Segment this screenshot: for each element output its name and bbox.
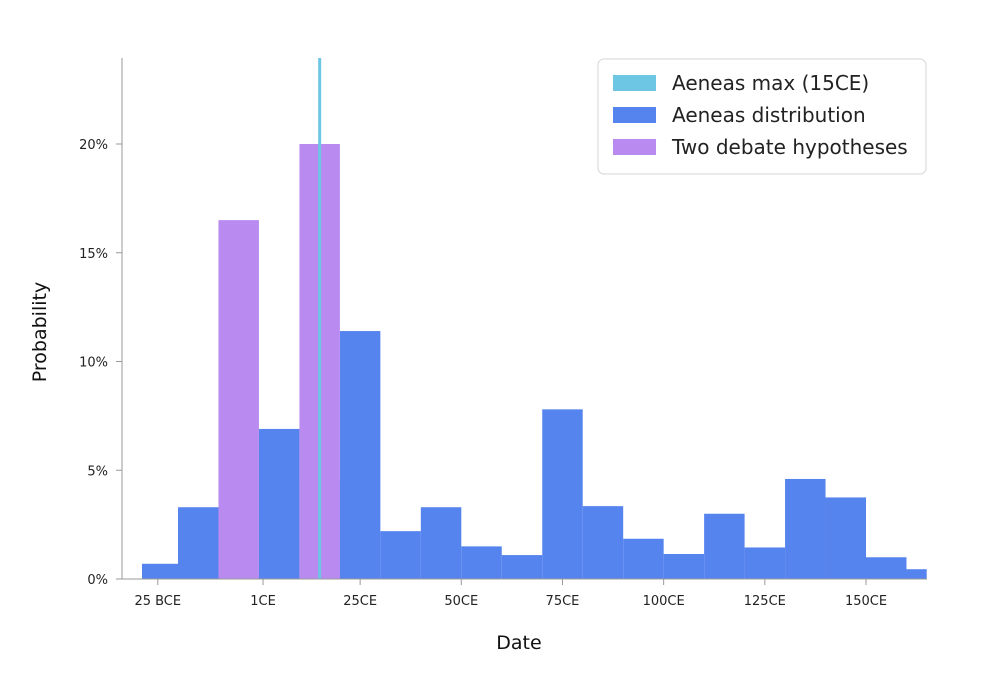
y-tick-label: 5% [87,464,108,479]
debate-bars [218,144,340,579]
x-tick-label: 150CE [845,594,887,609]
legend-swatch-aeneas-distribution [613,107,656,123]
distribution-bar [663,553,705,579]
x-axis-title: Date [496,632,541,654]
distribution-bar [461,546,502,579]
axes [121,58,927,580]
legend-swatch-debate-hypotheses [613,139,656,155]
x-tick-label: 25CE [343,594,377,609]
distribution-bar [704,513,745,579]
distribution-bar [339,331,381,579]
distribution-bar [825,497,866,579]
legend-label-aeneas-distribution: Aeneas distribution [672,103,866,127]
y-tick-label: 10% [79,356,108,371]
distribution-bar [906,569,927,579]
distribution-bar [744,547,786,579]
x-tick-label: 125CE [744,594,786,609]
aeneas-max-line [318,58,322,579]
distribution-bar [420,507,462,579]
y-tick-label: 20% [79,138,108,153]
distribution-bar [623,538,664,579]
x-tick-label: 25 BCE [134,594,181,609]
distribution-bar [501,555,543,579]
legend-label-debate-hypotheses: Two debate hypotheses [671,135,908,159]
y-tick-label: 15% [79,247,108,262]
distribution-bar [258,428,300,579]
x-tick-label: 1CE [250,594,276,609]
y-tick-label: 0% [87,573,108,588]
legend-swatch-aeneas-max [613,75,656,91]
distribution-bar [866,557,907,579]
tick-labels: 0% 5% 10% 15% 20% 25 BCE 1CE 25CE 50CE 75CE 100CE 1… [79,138,887,609]
distribution-bar [178,507,219,579]
max-line-layer [318,58,322,579]
x-tick-label: 100CE [643,594,685,609]
distribution-bar [785,478,826,579]
debate-bar [218,220,259,579]
y-axis-title: Probability [29,282,51,382]
legend: Aeneas max (15CE) Aeneas distribution Tw… [597,58,927,175]
legend-label-aeneas-max: Aeneas max (15CE) [672,71,869,95]
distribution-bar [142,563,179,579]
distribution-bar [542,409,583,579]
x-tick-label: 75CE [546,594,580,609]
distribution-bar [582,506,624,579]
legend-box [597,58,927,175]
x-tick-label: 50CE [444,594,478,609]
distribution-bars [142,331,927,579]
distribution-bar [380,531,421,579]
